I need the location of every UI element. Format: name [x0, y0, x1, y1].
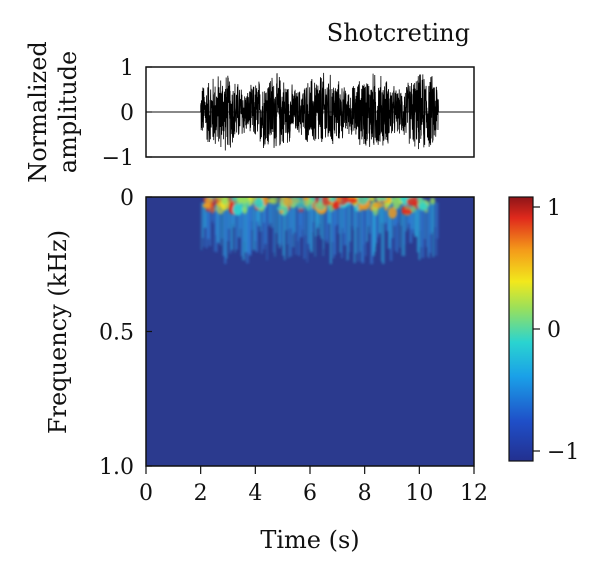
spectrogram-x-ticks: 0 2 4 6 8 10 12 [139, 466, 488, 506]
waveform-ylabel: Normalized amplitude [24, 41, 82, 183]
spectrogram-x-tick-label: 10 [405, 481, 433, 506]
spectrogram-y-tick-label: 0.5 [99, 321, 134, 346]
spectrogram-y-tick-label: 0 [120, 186, 134, 211]
spectrogram-x-tick-label: 0 [139, 481, 153, 506]
colorbar-gradient [508, 196, 534, 462]
waveform-y-tick-label: 1 [120, 56, 134, 81]
spectrogram-energy [200, 197, 439, 265]
waveform-y-tick-label: −1 [102, 146, 134, 171]
colorbar-tick-label: 1 [547, 196, 561, 221]
spectrogram-panel: 0 0.5 1.0 0 2 4 6 8 10 12 [99, 186, 488, 506]
waveform-y-ticks: 1 0 −1 [102, 56, 152, 171]
spectrogram-x-tick-label: 12 [460, 481, 488, 506]
colorbar-ticks: 1 0 −1 [533, 196, 579, 465]
spectrogram-xlabel: Time (s) [260, 526, 359, 554]
waveform-y-tick-label: 0 [120, 101, 134, 126]
waveform-panel: 1 0 −1 [102, 56, 475, 171]
waveform-series [146, 72, 474, 151]
spectrogram-x-tick-label: 8 [358, 481, 372, 506]
spectrogram-x-tick-label: 4 [248, 481, 262, 506]
spectrogram-hotspots [202, 197, 436, 219]
waveform-ylabel-line2: amplitude [54, 51, 82, 173]
colorbar-tick-label: 0 [547, 318, 561, 343]
spectrogram-x-tick-label: 2 [194, 481, 208, 506]
colorbar: 1 0 −1 [508, 196, 579, 465]
waveform-ylabel-line1: Normalized [24, 41, 52, 183]
waveform-line [146, 72, 474, 151]
spectrogram-y-ticks: 0 0.5 1.0 [99, 186, 152, 480]
spectrogram-y-tick-label: 1.0 [99, 455, 134, 480]
spectrogram-ylabel: Frequency (kHz) [44, 230, 72, 434]
spectrogram-x-tick-label: 6 [303, 481, 317, 506]
colorbar-tick-label: −1 [547, 440, 579, 465]
chart-title: Shotcreting [327, 19, 470, 47]
